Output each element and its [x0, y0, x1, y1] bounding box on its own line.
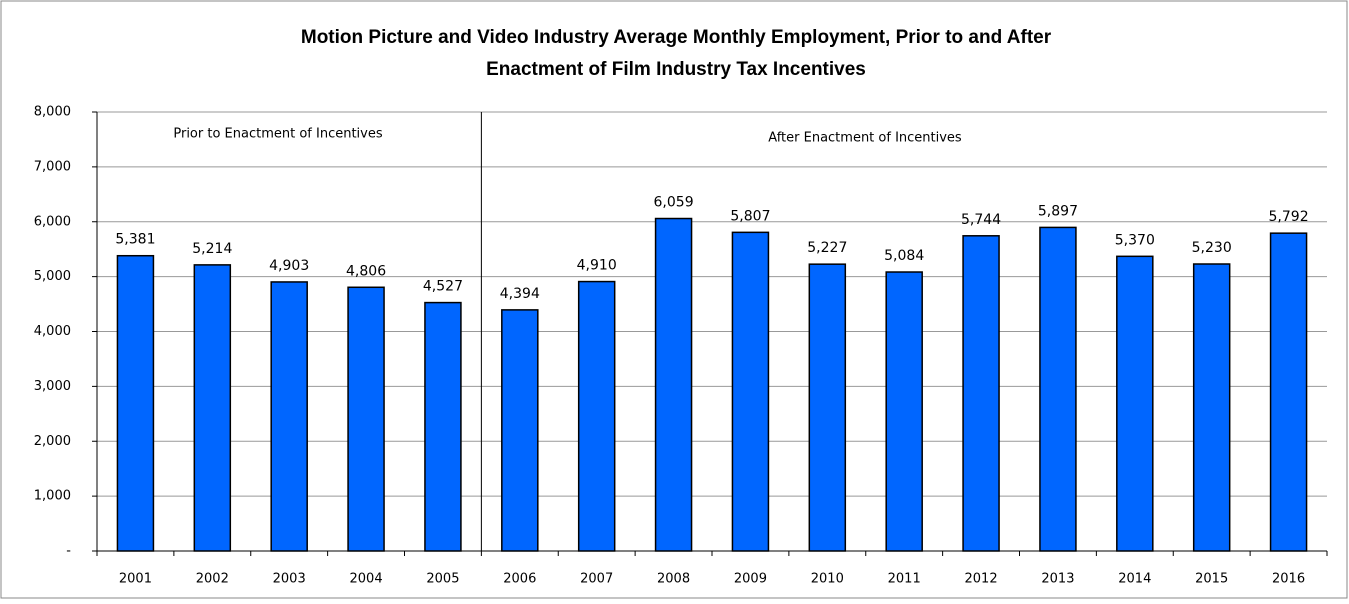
- y-tick-label: 1,000: [34, 489, 71, 504]
- y-tick-label: 6,000: [34, 214, 71, 229]
- bar: [1192, 263, 1231, 552]
- x-tick-label: 2003: [273, 572, 306, 587]
- x-tick-label: 2008: [657, 572, 690, 587]
- bar: [501, 309, 539, 552]
- data-label: 5,230: [1192, 240, 1232, 256]
- chart-title: Motion Picture and Video Industry Averag…: [301, 27, 1052, 48]
- x-tick-label: 2012: [965, 572, 998, 587]
- x-tick-label: 2002: [196, 572, 229, 587]
- y-tick-label: 3,000: [34, 379, 71, 394]
- x-tick-label: 2013: [1041, 572, 1074, 587]
- bar: [577, 280, 616, 552]
- x-tick-label: 2001: [119, 572, 152, 587]
- data-label: 5,227: [807, 240, 847, 256]
- bar: [193, 264, 232, 552]
- data-label: 4,903: [269, 258, 309, 274]
- chart-subtitle: Enactment of Film Industry Tax Incentive…: [486, 59, 866, 80]
- bar: [885, 271, 923, 552]
- y-tick-label: 2,000: [34, 434, 71, 449]
- x-tick-label: 2009: [734, 572, 767, 587]
- y-tick-label: 7,000: [34, 159, 71, 174]
- bar: [116, 254, 155, 552]
- bar: [962, 235, 1000, 552]
- data-label: 5,381: [115, 232, 155, 248]
- x-tick-label: 2015: [1195, 572, 1228, 587]
- bar: [1039, 226, 1077, 552]
- x-tick-label: 2010: [811, 572, 844, 587]
- bar: [270, 281, 308, 552]
- y-tick-label: 4,000: [34, 324, 71, 339]
- data-label: 6,059: [654, 195, 694, 211]
- x-tick-label: 2006: [503, 572, 536, 587]
- x-tick-label: 2014: [1118, 572, 1151, 587]
- data-label: 4,910: [577, 258, 617, 274]
- data-label: 5,897: [1038, 203, 1078, 219]
- bar: [347, 286, 385, 552]
- bar: [654, 217, 693, 552]
- data-label: 5,792: [1269, 209, 1309, 225]
- y-tick-label: -: [66, 544, 71, 559]
- bar: [808, 263, 847, 552]
- bar: [424, 301, 462, 552]
- data-label: 4,806: [346, 263, 386, 279]
- y-tick-label: 8,000: [34, 105, 71, 120]
- data-label: 5,370: [1115, 232, 1155, 248]
- data-label: 5,214: [192, 241, 232, 257]
- data-label: 5,744: [961, 212, 1001, 228]
- bar: [731, 231, 770, 552]
- x-tick-label: 2005: [426, 572, 459, 587]
- annotation: After Enactment of Incentives: [768, 131, 962, 146]
- x-tick-label: 2011: [888, 572, 921, 587]
- data-label: 5,084: [884, 248, 924, 264]
- data-label: 5,807: [730, 208, 770, 224]
- x-tick-label: 2004: [350, 572, 383, 587]
- data-label: 4,527: [423, 279, 463, 295]
- data-label: 4,394: [500, 286, 540, 302]
- bar: [1269, 232, 1308, 552]
- annotation: Prior to Enactment of Incentives: [173, 127, 382, 142]
- y-tick-label: 5,000: [34, 269, 71, 284]
- x-tick-label: 2016: [1272, 572, 1305, 587]
- x-tick-label: 2007: [580, 572, 613, 587]
- bar: [1116, 255, 1154, 552]
